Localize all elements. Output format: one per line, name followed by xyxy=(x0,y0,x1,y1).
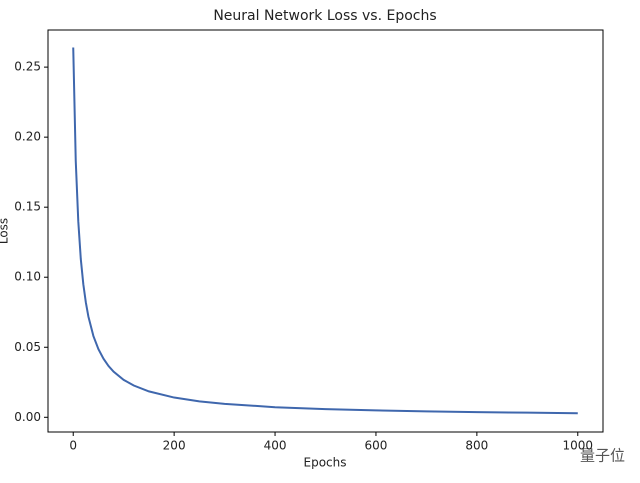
x-tick-label: 400 xyxy=(264,439,287,453)
y-tick-label: 0.00 xyxy=(14,410,41,424)
y-tick-label: 0.25 xyxy=(14,60,41,74)
x-axis-label: Epochs xyxy=(304,456,347,470)
y-tick-label: 0.05 xyxy=(14,340,41,354)
data-line xyxy=(72,47,578,415)
chart-title: Neural Network Loss vs. Epochs xyxy=(213,8,436,24)
x-tick-label: 800 xyxy=(465,439,488,453)
x-tick-label: 600 xyxy=(365,439,388,453)
x-tick-label: 200 xyxy=(163,439,186,453)
y-tick-label: 0.10 xyxy=(14,270,41,284)
x-tick-label: 1000 xyxy=(562,439,593,453)
watermark: 量子位 xyxy=(580,447,625,465)
y-axis-label: Loss xyxy=(0,218,11,244)
plot-frame xyxy=(47,29,604,433)
y-tick-label: 0.20 xyxy=(14,130,41,144)
x-tick-label: 0 xyxy=(69,439,77,453)
y-tick-label: 0.15 xyxy=(14,200,41,214)
